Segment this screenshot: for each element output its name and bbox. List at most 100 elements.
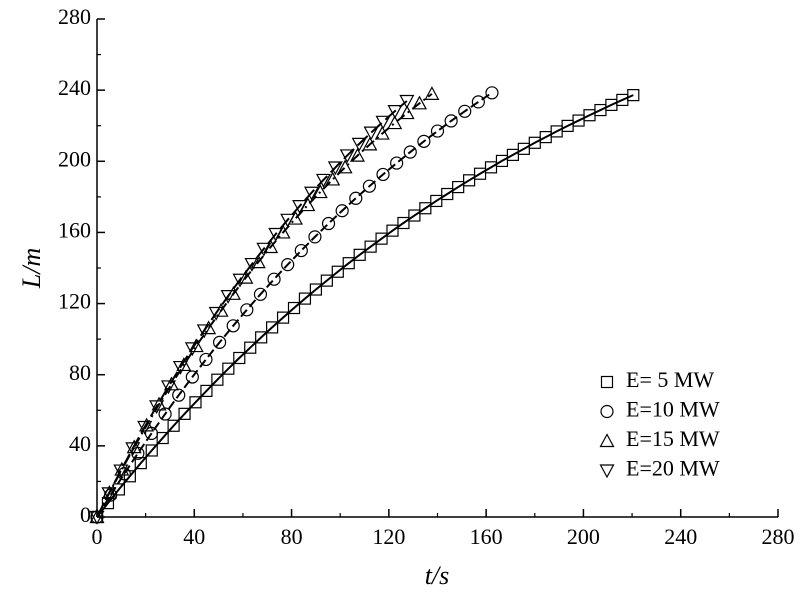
data-point	[364, 240, 377, 253]
data-point	[375, 232, 388, 245]
data-point	[349, 147, 365, 162]
data-point	[151, 396, 167, 411]
data-point	[113, 464, 129, 479]
data-point	[387, 115, 403, 130]
data-point	[312, 184, 328, 199]
x-tick-label: 160	[470, 524, 503, 549]
data-point	[89, 510, 105, 525]
y-tick-label: 0	[80, 502, 91, 527]
data-point	[232, 273, 248, 288]
data-point	[320, 274, 333, 287]
data-point	[430, 194, 443, 208]
data-point	[463, 174, 476, 187]
data-point	[331, 265, 344, 278]
data-point	[441, 187, 454, 201]
data-point	[417, 134, 431, 148]
data-point	[387, 105, 403, 119]
fit-line	[96, 91, 493, 518]
data-point	[411, 95, 428, 110]
data-point	[304, 186, 320, 201]
y-tick-label: 240	[58, 75, 91, 100]
data-point	[321, 216, 336, 231]
data-point	[196, 324, 212, 339]
data-point	[471, 95, 485, 109]
data-point	[256, 242, 272, 257]
legend-marker	[600, 375, 614, 389]
x-tick-label: 80	[281, 524, 303, 549]
legend-marker	[600, 404, 614, 419]
data-point	[308, 230, 322, 244]
data-point	[281, 258, 295, 272]
data-point	[390, 156, 404, 170]
data-point	[178, 407, 191, 420]
data-point	[263, 239, 279, 254]
data-point	[386, 224, 399, 237]
data-point	[315, 173, 331, 188]
data-point	[176, 357, 192, 372]
y-axis-label: L/m	[17, 248, 46, 289]
data-point	[163, 376, 179, 391]
y-tick-label: 280	[58, 4, 91, 29]
data-point	[287, 301, 301, 315]
fit-line	[96, 93, 433, 518]
data-point	[280, 213, 296, 228]
data-point	[149, 400, 165, 415]
data-point	[184, 342, 200, 357]
data-point	[199, 352, 213, 367]
data-point	[473, 167, 487, 180]
data-point	[189, 396, 202, 409]
data-point	[627, 89, 640, 102]
data-point	[424, 86, 440, 100]
data-point	[240, 303, 254, 317]
data-point	[200, 384, 213, 397]
x-tick-label: 200	[567, 524, 600, 549]
data-point	[212, 335, 227, 349]
data-point	[185, 370, 199, 384]
data-point	[399, 94, 415, 109]
data-point	[238, 269, 254, 284]
data-point	[399, 105, 415, 120]
y-tick-label: 80	[69, 360, 91, 385]
x-tick-label: 0	[92, 524, 103, 549]
data-point	[156, 431, 169, 445]
data-point	[408, 209, 421, 222]
x-tick-label: 240	[664, 524, 697, 549]
data-point	[292, 200, 308, 214]
data-point	[276, 311, 290, 324]
data-point	[294, 243, 308, 258]
data-point	[351, 137, 367, 152]
data-point	[325, 171, 341, 186]
data-point	[374, 125, 390, 140]
data-point	[337, 159, 353, 174]
legend-marker	[599, 464, 615, 479]
data-point	[172, 360, 188, 375]
data-point	[167, 419, 180, 432]
fit-line	[96, 94, 634, 518]
data-point	[233, 351, 246, 365]
data-point	[172, 388, 186, 402]
data-point	[403, 145, 417, 159]
legend-label: E=15 MW	[626, 426, 720, 451]
data-point	[134, 457, 147, 470]
data-point	[137, 420, 153, 435]
data-point	[349, 191, 363, 205]
fit-line	[96, 100, 408, 518]
data-point	[444, 114, 458, 128]
data-point	[220, 290, 236, 304]
data-point	[266, 321, 279, 334]
data-point	[208, 306, 224, 321]
data-point	[452, 180, 465, 194]
data-point	[327, 161, 343, 176]
legend-label: E= 5 MW	[626, 367, 714, 392]
data-point	[376, 167, 390, 182]
data-point	[485, 86, 499, 100]
x-axis-label: t/s	[425, 561, 450, 590]
legend-marker	[599, 433, 615, 448]
x-tick-label: 40	[183, 524, 205, 549]
data-point	[125, 442, 141, 457]
y-tick-label: 200	[58, 146, 91, 171]
data-point	[244, 257, 260, 272]
legend-label: E=10 MW	[626, 397, 720, 422]
data-point	[253, 287, 268, 301]
